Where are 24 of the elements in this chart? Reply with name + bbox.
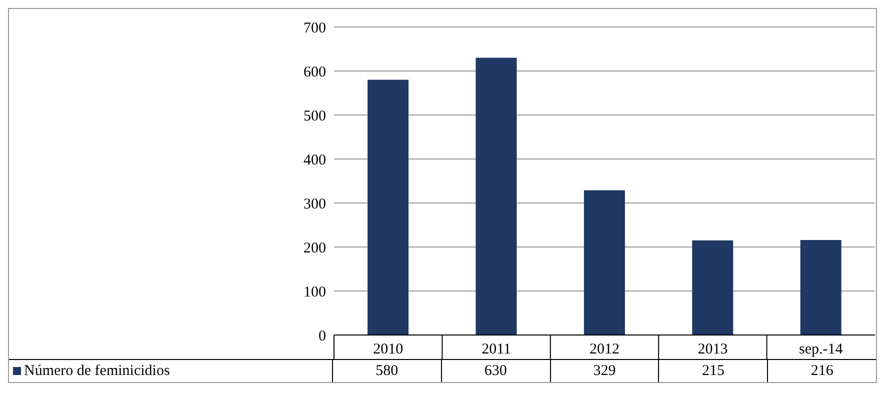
y-tick-label: 0 xyxy=(318,328,326,344)
x-tick-label: 2013 xyxy=(698,342,728,358)
bar xyxy=(692,240,734,335)
y-tick-label: 100 xyxy=(304,284,326,300)
data-label: 216 xyxy=(810,362,834,381)
x-tick-label: 2010 xyxy=(373,342,404,358)
x-tick-label: 2011 xyxy=(482,342,512,358)
y-tick-label: 500 xyxy=(304,108,326,124)
y-tick-label: 200 xyxy=(304,240,326,256)
bar xyxy=(476,58,517,335)
data-label: 329 xyxy=(550,360,660,382)
data-label: 215 xyxy=(659,360,768,382)
x-tick-label: 2012 xyxy=(590,342,620,358)
x-tick-label: sep.-14 xyxy=(799,342,844,358)
data-label: 630 xyxy=(442,360,551,382)
bar xyxy=(584,190,625,335)
y-tick-label: 700 xyxy=(304,20,326,36)
data-label: 580 xyxy=(332,360,442,382)
legend-label: Número de feminicidios xyxy=(24,362,170,380)
y-tick-label: 600 xyxy=(304,64,326,80)
bar xyxy=(800,240,842,335)
y-tick-label: 400 xyxy=(304,152,326,168)
y-tick-label: 300 xyxy=(304,196,326,212)
bar xyxy=(368,80,409,335)
